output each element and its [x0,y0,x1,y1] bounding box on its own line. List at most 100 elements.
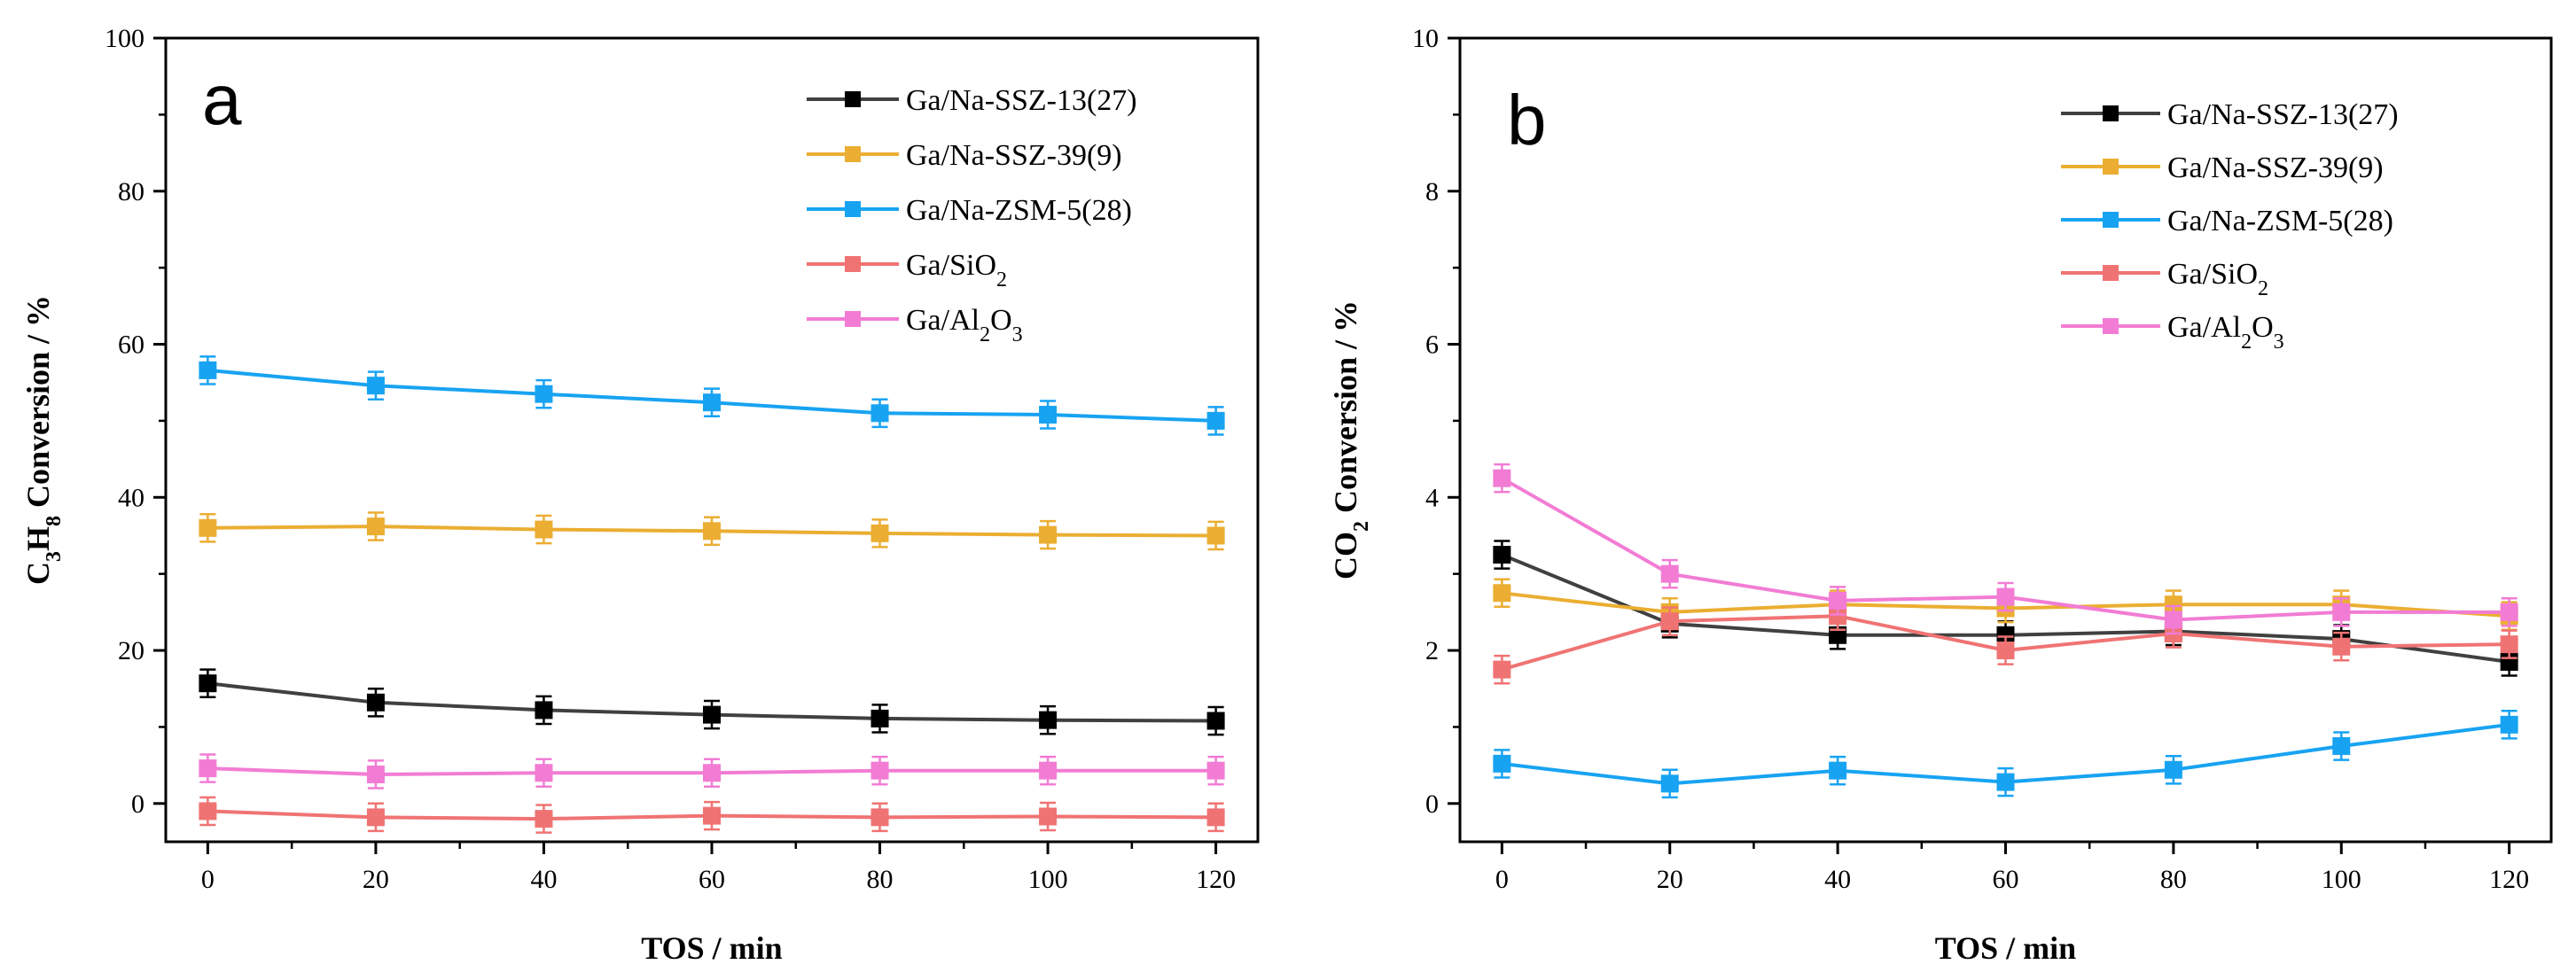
y-tick-label: 8 [1425,177,1439,206]
data-point [870,808,889,827]
data-point [2164,595,2182,614]
plot-frame [1458,36,2553,844]
data-point [535,385,553,403]
text-part: CO [1328,532,1363,579]
x-tick-label: 20 [1657,865,1683,894]
subscript: 2 [2258,277,2268,300]
data-point [1996,626,2015,644]
data-point [1039,807,1058,826]
legend-label: Ga/Na-SSZ-39(9) [906,139,1122,172]
text-part: Conversion / % [1328,300,1363,521]
data-point [199,674,217,693]
y-tick-label: 0 [131,789,144,819]
panel-letter: a [202,60,242,139]
legend-label: Ga/Na-SSZ-13(27) [2167,98,2399,131]
data-point [2500,603,2518,621]
data-point [1996,773,2015,791]
y-axis-title: CO2 Conversion / % [1328,300,1373,579]
data-point [1206,761,1225,780]
legend-label: Ga/Na-ZSM-5(28) [2167,205,2393,237]
data-point [1206,712,1225,730]
series-ga-sio2 [1493,601,2518,685]
panel-letter: b [1507,81,1547,159]
data-point [199,759,217,778]
data-point [1493,754,1511,773]
x-tick-label: 80 [867,865,894,894]
x-tick-label: 100 [2322,865,2361,894]
x-tick-label: 60 [699,865,725,894]
data-point [1493,660,1511,679]
data-point [1039,761,1058,780]
legend-marker [845,311,861,327]
data-point [870,761,889,780]
series-ga-na-ssz-39-9- [199,511,1225,551]
legend-entry: Ga/Na-SSZ-39(9) [2061,152,2384,184]
text-part: Conversion / % [20,295,56,516]
data-point [2164,611,2182,629]
data-point [1039,405,1058,424]
legend-entry: Ga/Na-SSZ-13(27) [2061,98,2399,131]
data-point [366,693,385,712]
y-tick-label: 0 [1425,789,1439,819]
series-ga-na-zsm-5-28- [199,355,1225,436]
text-part: H [20,526,56,551]
x-tick-label: 40 [530,865,557,894]
data-point [1660,612,1679,631]
data-point [199,361,217,379]
subscript: 2 [1350,521,1373,532]
x-tick-label: 60 [1993,865,2019,894]
data-point [199,802,217,821]
legend-label: Ga/Al2O3 [906,304,1023,346]
x-tick-label: 40 [1824,865,1851,894]
data-point [1996,642,2015,660]
data-point [870,709,889,727]
text-part: Ga/SiO [2167,258,2258,291]
text-part: Ga/Na-ZSM-5(28) [906,194,1132,227]
data-point [1206,808,1225,827]
y-tick-label: 2 [1425,636,1439,665]
legend-marker [845,201,861,217]
legend-marker [2103,159,2119,175]
text-part: C [20,562,56,585]
data-point [1039,525,1058,544]
text-part: O [990,304,1012,337]
legend-entry: Ga/Na-ZSM-5(28) [807,194,1132,227]
text-part: Ga/Al [2167,311,2241,344]
subscript: 2 [996,268,1007,292]
legend-label: Ga/Al2O3 [2167,311,2284,354]
subscript: 3 [43,551,66,562]
y-tick-label: 20 [118,636,144,665]
data-point [2332,737,2351,756]
data-point [366,517,385,536]
data-point [1493,469,1511,487]
data-point [2500,715,2518,734]
subscript: 2 [2241,331,2252,354]
data-point [1829,591,1847,610]
text-part: Ga/SiO [906,249,996,282]
legend-marker [845,91,861,107]
data-point [703,705,721,724]
x-tick-label: 100 [1028,865,1068,894]
data-point [535,701,553,719]
text-part: Ga/Na-SSZ-13(27) [2167,98,2399,131]
data-point [1493,546,1511,564]
data-point [1660,774,1679,793]
legend-marker [845,256,861,272]
legend-entry: Ga/Al2O3 [807,304,1023,346]
series-ga-na-ssz-13-27- [199,668,1225,736]
y-axis-title: C3H8 Conversion / % [20,295,66,585]
data-point [366,765,385,783]
legend-entry: Ga/Na-ZSM-5(28) [2061,205,2393,237]
data-point [1206,411,1225,430]
y-tick-label: 10 [1412,24,1439,53]
series-ga-na-zsm-5-28- [1493,710,2518,799]
legend-label: Ga/SiO2 [2167,258,2268,300]
y-tick-label: 40 [118,483,144,512]
data-point [1660,564,1679,583]
data-point [703,522,721,541]
text-part: Ga/Na-SSZ-13(27) [906,84,1137,117]
legend-label: Ga/SiO2 [906,249,1007,292]
y-tick-label: 6 [1425,331,1439,360]
data-point [2164,760,2182,779]
